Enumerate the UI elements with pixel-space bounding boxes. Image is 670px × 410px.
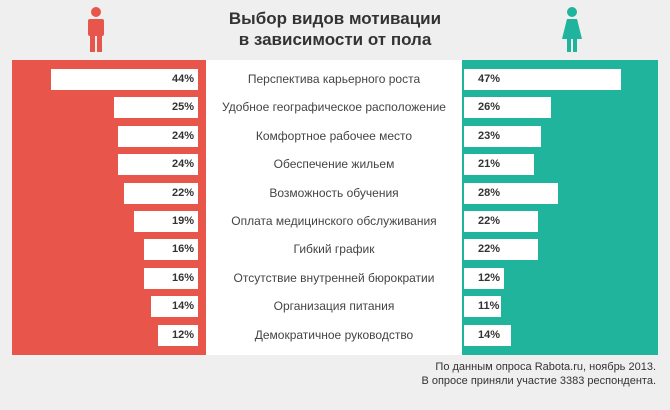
category-label: Оплата медицинского обслуживания	[231, 214, 437, 228]
female-bar	[464, 183, 558, 204]
female-value-label: 14%	[478, 329, 501, 341]
female-bar	[464, 239, 538, 260]
male-value-label: 12%	[171, 329, 194, 341]
female-value-label: 47%	[478, 73, 501, 85]
category-label: Организация питания	[273, 299, 395, 313]
male-value-label: 19%	[171, 215, 194, 227]
male-icon	[88, 7, 104, 52]
female-value-label: 23%	[478, 130, 501, 142]
female-bar	[464, 69, 621, 90]
male-value-label: 14%	[171, 300, 194, 312]
female-value-label: 22%	[478, 243, 501, 255]
male-value-label: 16%	[171, 272, 194, 284]
category-label: Отсутствие внутренней бюрократии	[233, 271, 435, 285]
category-label: Демократичное руководство	[254, 328, 414, 342]
category-column	[206, 60, 462, 355]
female-bar	[464, 296, 501, 317]
female-icon	[562, 7, 582, 52]
male-bar	[151, 296, 198, 317]
female-bar	[464, 126, 541, 147]
male-value-label: 24%	[171, 158, 194, 170]
category-label: Гибкий график	[293, 242, 375, 256]
female-value-label: 26%	[478, 101, 501, 113]
male-bar	[118, 154, 198, 175]
male-bar	[114, 97, 198, 118]
category-label: Удобное географическое расположение	[222, 100, 446, 114]
male-bar	[158, 325, 198, 346]
source-line-1: По данным опроса Rabota.ru, ноябрь 2013.	[435, 361, 656, 373]
female-value-label: 11%	[478, 300, 500, 312]
female-bar	[464, 325, 511, 346]
male-bar	[51, 69, 198, 90]
female-bar	[464, 97, 551, 118]
female-value-label: 21%	[478, 158, 501, 170]
female-bar	[464, 154, 534, 175]
category-label: Перспектива карьерного роста	[247, 72, 421, 86]
source-note: По данным опроса Rabota.ru, ноябрь 2013.…	[421, 360, 656, 388]
male-bar	[134, 211, 198, 232]
category-label: Комфортное рабочее место	[255, 129, 413, 143]
category-label: Возможность обучения	[269, 186, 399, 200]
male-value-label: 22%	[171, 187, 194, 199]
source-line-2: В опросе приняли участие 3383 респондент…	[421, 375, 656, 387]
female-value-label: 28%	[478, 187, 501, 199]
male-bar	[144, 268, 198, 289]
male-bar	[124, 183, 198, 204]
female-value-label: 12%	[478, 272, 501, 284]
male-value-label: 44%	[171, 73, 194, 85]
female-value-label: 22%	[478, 215, 501, 227]
category-label: Обеспечение жильем	[273, 157, 395, 171]
chart-title: Выбор видов мотивации в зависимости от п…	[160, 8, 510, 50]
chart-title-line-1: Выбор видов мотивации	[228, 9, 442, 28]
male-value-label: 24%	[171, 130, 194, 142]
chart-title-line-2: в зависимости от пола	[238, 30, 432, 49]
female-bar	[464, 268, 504, 289]
male-bar	[118, 126, 198, 147]
male-value-label: 16%	[171, 243, 194, 255]
female-bar	[464, 211, 538, 232]
male-bar	[144, 239, 198, 260]
male-value-label: 25%	[171, 101, 194, 113]
